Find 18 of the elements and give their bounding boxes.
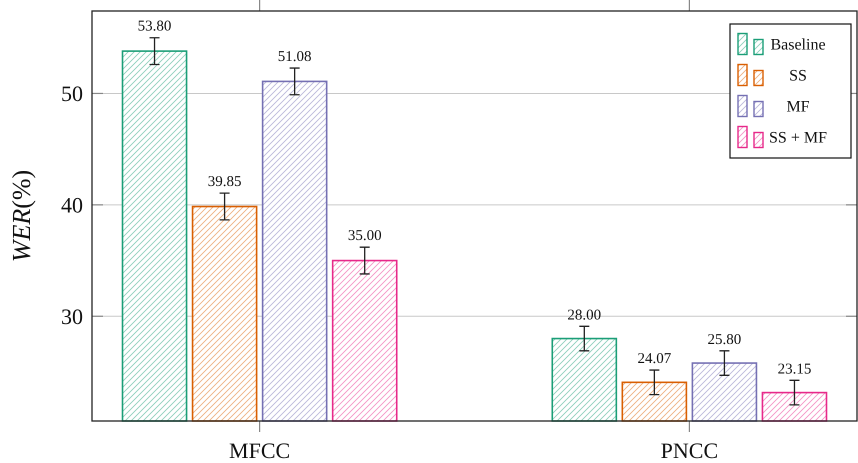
x-tick-label: PNCC (660, 438, 718, 463)
y-axis-title: WER(%) (7, 170, 36, 262)
data-label: 25.80 (708, 332, 742, 348)
data-label: 35.00 (348, 228, 382, 244)
legend-label: SS (789, 68, 807, 84)
y-tick-label: 50 (61, 81, 83, 106)
legend-label: Baseline (770, 36, 826, 54)
data-label: 23.15 (778, 361, 812, 378)
x-tick-label: MFCC (229, 438, 290, 463)
data-label: 28.00 (567, 307, 602, 324)
y-tick-label: 30 (61, 304, 83, 329)
data-label: 51.08 (278, 49, 312, 66)
legend-label: MF (786, 98, 810, 116)
data-label: 39.85 (208, 174, 242, 190)
y-tick-label: 40 (61, 192, 83, 218)
data-label: 53.80 (138, 18, 172, 35)
data-label: 24.07 (637, 351, 672, 368)
legend-label: SS + MF (769, 130, 828, 146)
